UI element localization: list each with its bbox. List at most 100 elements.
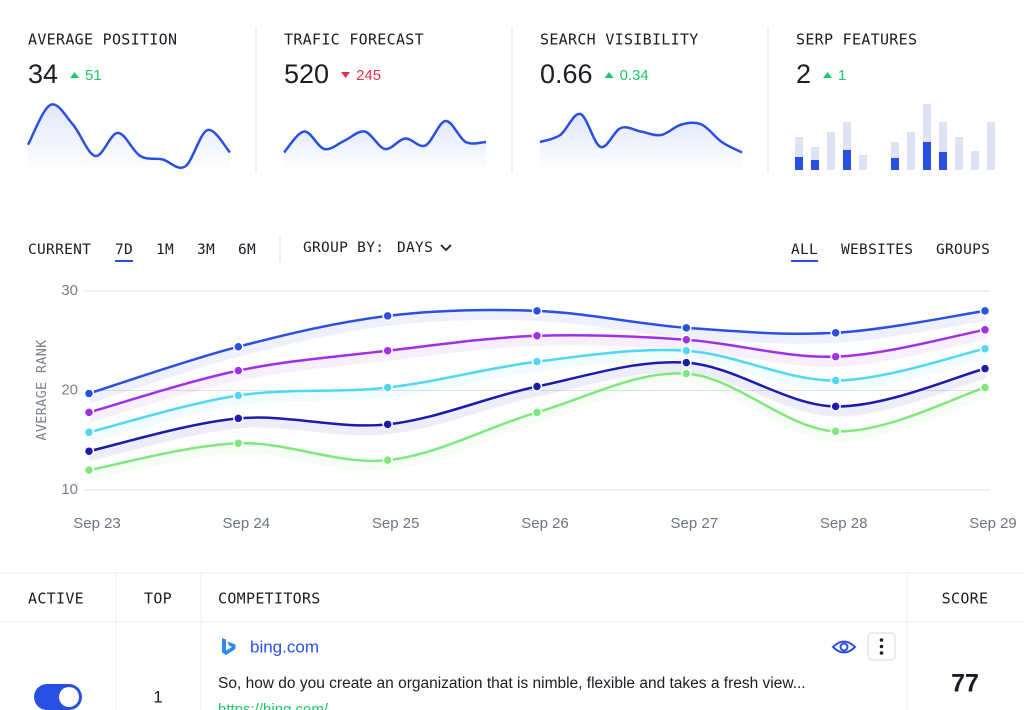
kpi-value: 0.66	[540, 59, 593, 89]
point	[830, 351, 841, 362]
serp-bar-total	[891, 142, 899, 170]
y-tick-label: 20	[61, 381, 78, 398]
kpi-title: SEARCH VISIBILITY	[540, 31, 699, 49]
serp-bar-active	[939, 152, 947, 170]
table-lines	[0, 572, 1024, 710]
serp-bar-active	[891, 158, 899, 170]
url[interactable]: https://bing.com/	[218, 701, 329, 710]
score: 77	[951, 670, 979, 698]
bing-icon	[222, 638, 236, 655]
trend-arrow	[70, 72, 80, 78]
view-tab[interactable]: ALL	[791, 242, 818, 258]
x-tick-label: Sep 29	[969, 515, 1017, 532]
kpi-value: 2	[796, 59, 811, 89]
range-button[interactable]: CURRENT	[28, 242, 91, 258]
x-tick-label: Sep 26	[521, 515, 569, 532]
point	[233, 341, 244, 352]
point	[979, 363, 991, 374]
x-tick-label: Sep 23	[73, 515, 121, 532]
point	[382, 419, 393, 430]
point	[83, 464, 95, 476]
range-button[interactable]: 6M	[238, 242, 256, 258]
kpi-change: 51	[85, 67, 102, 84]
point	[979, 324, 991, 336]
serp-bar-active	[795, 157, 803, 170]
point	[382, 345, 393, 356]
point	[233, 413, 244, 424]
column-header: SCORE	[942, 590, 989, 608]
view-tab[interactable]: GROUPS	[936, 242, 990, 258]
point	[531, 305, 543, 317]
group-by-value[interactable]: DAYS	[397, 240, 433, 256]
kpi-change: 245	[356, 67, 381, 84]
point	[830, 401, 841, 412]
kpi-title: SERP FEATURES	[796, 31, 917, 49]
serp-bar-total	[811, 147, 819, 170]
description: So, how do you create an organization th…	[218, 675, 806, 692]
kpi-separators	[255, 28, 769, 172]
range-button[interactable]: 3M	[197, 242, 215, 258]
point	[830, 426, 841, 437]
serp-bar-active	[811, 160, 819, 170]
sparkline	[26, 103, 231, 169]
serp-bar-total	[923, 104, 931, 170]
kpi-change: 1	[838, 67, 846, 84]
serp-bar-total	[939, 122, 947, 170]
point	[681, 334, 692, 346]
kpi-title: TRAFIC FORECAST	[284, 31, 424, 49]
point	[681, 368, 692, 379]
serp-bar-total	[859, 155, 867, 170]
serp-bar-total	[987, 122, 995, 170]
point	[531, 381, 543, 392]
point	[83, 427, 95, 438]
range-button[interactable]: 7D	[115, 242, 133, 258]
range-button[interactable]: 1M	[156, 242, 174, 258]
x-tick-label: Sep 24	[223, 515, 271, 532]
kpi-value: 34	[28, 59, 58, 89]
competitor-name[interactable]: bing.com	[250, 637, 319, 656]
point	[83, 445, 95, 457]
x-tick-label: Sep 25	[372, 515, 420, 532]
serp-bar-total	[907, 132, 915, 170]
kpi-value: 520	[284, 59, 329, 89]
sparkline-area	[28, 104, 230, 172]
point	[83, 407, 95, 418]
point	[681, 322, 692, 334]
trend-arrow	[341, 72, 351, 78]
sparkline-area	[540, 113, 742, 172]
group-by-label: GROUP BY:	[303, 240, 384, 256]
column-header: TOP	[144, 590, 172, 608]
point	[531, 407, 543, 418]
toggle-knob	[59, 687, 79, 707]
serp-bar-total	[843, 122, 851, 170]
point	[83, 388, 95, 399]
view-tab[interactable]: WEBSITES	[841, 242, 913, 258]
point	[382, 454, 393, 466]
column-header: ACTIVE	[28, 590, 84, 608]
serp-bar-total	[971, 151, 979, 170]
point	[233, 390, 244, 401]
eye-icon[interactable]	[831, 640, 857, 654]
sparkline	[539, 112, 743, 154]
y-axis-label: AVERAGE RANK	[34, 339, 50, 441]
point	[979, 343, 991, 354]
x-tick-label: Sep 28	[820, 515, 868, 532]
point	[681, 357, 692, 368]
serp-bar-active	[843, 150, 851, 170]
y-tick-label: 30	[61, 282, 78, 299]
point	[681, 345, 692, 356]
point	[382, 382, 393, 393]
chevron-icon[interactable]	[440, 244, 452, 252]
point	[830, 327, 841, 339]
sparkline	[283, 119, 487, 154]
serp-bar-total	[827, 132, 835, 170]
point	[382, 310, 393, 322]
trend-arrow	[604, 72, 614, 78]
serp-bar-total	[955, 137, 963, 170]
point	[979, 382, 991, 393]
x-tick-label: Sep 27	[671, 515, 719, 532]
point	[830, 375, 841, 386]
menu-button[interactable]	[867, 632, 896, 661]
y-tick-label: 10	[61, 481, 78, 498]
point	[531, 330, 543, 342]
